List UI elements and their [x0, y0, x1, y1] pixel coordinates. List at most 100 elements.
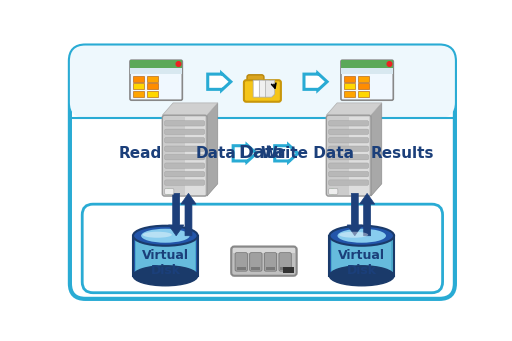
- Bar: [332, 236, 391, 276]
- Polygon shape: [207, 103, 218, 196]
- Polygon shape: [233, 145, 256, 162]
- FancyBboxPatch shape: [329, 121, 369, 126]
- FancyBboxPatch shape: [130, 60, 182, 100]
- Ellipse shape: [329, 226, 394, 246]
- FancyBboxPatch shape: [165, 129, 205, 134]
- Bar: [393, 236, 394, 276]
- Polygon shape: [185, 117, 205, 194]
- Bar: [196, 236, 198, 276]
- Bar: [266, 267, 275, 270]
- Circle shape: [330, 189, 335, 194]
- Bar: [329, 236, 394, 276]
- Bar: [133, 236, 198, 276]
- Bar: [147, 76, 158, 82]
- FancyBboxPatch shape: [82, 204, 442, 293]
- Bar: [329, 236, 394, 276]
- FancyBboxPatch shape: [329, 163, 369, 168]
- Bar: [130, 60, 182, 68]
- Polygon shape: [326, 103, 382, 115]
- FancyBboxPatch shape: [165, 163, 205, 168]
- Ellipse shape: [133, 266, 198, 286]
- Text: Write Data: Write Data: [261, 146, 354, 161]
- Bar: [136, 236, 195, 276]
- Bar: [130, 68, 182, 74]
- Text: Virtual
Disk: Virtual Disk: [338, 250, 385, 278]
- Bar: [133, 83, 144, 89]
- Circle shape: [176, 62, 181, 66]
- Bar: [283, 267, 293, 273]
- Polygon shape: [181, 193, 196, 236]
- FancyBboxPatch shape: [165, 180, 205, 185]
- FancyBboxPatch shape: [235, 253, 247, 271]
- Text: Data: Data: [239, 144, 286, 162]
- Bar: [344, 76, 355, 82]
- FancyBboxPatch shape: [329, 137, 369, 143]
- Text: Data: Data: [196, 146, 237, 161]
- FancyBboxPatch shape: [165, 154, 205, 160]
- FancyBboxPatch shape: [247, 75, 264, 82]
- FancyBboxPatch shape: [70, 46, 455, 118]
- FancyBboxPatch shape: [165, 172, 205, 177]
- Ellipse shape: [339, 232, 368, 238]
- Polygon shape: [347, 193, 362, 236]
- Circle shape: [166, 189, 171, 194]
- Bar: [251, 267, 261, 270]
- Bar: [358, 83, 369, 89]
- Circle shape: [387, 62, 392, 66]
- FancyBboxPatch shape: [329, 154, 369, 160]
- Bar: [358, 91, 369, 97]
- Bar: [329, 236, 331, 276]
- Bar: [147, 91, 158, 97]
- FancyBboxPatch shape: [341, 60, 393, 100]
- Bar: [133, 236, 198, 276]
- Bar: [133, 91, 144, 97]
- FancyBboxPatch shape: [165, 146, 205, 151]
- FancyBboxPatch shape: [329, 146, 369, 151]
- Bar: [344, 91, 355, 97]
- Polygon shape: [275, 145, 298, 162]
- Polygon shape: [359, 193, 375, 236]
- Ellipse shape: [337, 229, 386, 243]
- FancyBboxPatch shape: [264, 253, 276, 271]
- Polygon shape: [168, 193, 184, 236]
- Bar: [233, 248, 295, 253]
- Bar: [133, 236, 135, 276]
- FancyBboxPatch shape: [244, 80, 281, 102]
- FancyBboxPatch shape: [231, 247, 296, 276]
- Bar: [147, 83, 158, 89]
- Bar: [281, 267, 290, 270]
- Polygon shape: [253, 80, 262, 97]
- Bar: [358, 76, 369, 82]
- Polygon shape: [371, 103, 382, 196]
- Bar: [344, 83, 355, 89]
- Polygon shape: [208, 73, 231, 90]
- Ellipse shape: [143, 232, 172, 238]
- FancyBboxPatch shape: [326, 115, 371, 196]
- FancyBboxPatch shape: [70, 46, 455, 299]
- FancyBboxPatch shape: [165, 121, 205, 126]
- FancyBboxPatch shape: [162, 115, 207, 196]
- FancyBboxPatch shape: [329, 129, 369, 134]
- Bar: [133, 76, 144, 82]
- FancyBboxPatch shape: [329, 172, 369, 177]
- FancyBboxPatch shape: [329, 180, 369, 185]
- Ellipse shape: [141, 229, 189, 243]
- Ellipse shape: [133, 226, 198, 246]
- Polygon shape: [266, 80, 275, 97]
- Bar: [341, 68, 393, 74]
- FancyBboxPatch shape: [165, 137, 205, 143]
- Text: Virtual
Disk: Virtual Disk: [142, 250, 189, 278]
- Bar: [341, 60, 393, 68]
- Text: Read: Read: [119, 146, 162, 161]
- Polygon shape: [162, 103, 218, 115]
- FancyBboxPatch shape: [329, 188, 338, 194]
- Bar: [237, 267, 246, 270]
- FancyBboxPatch shape: [250, 253, 262, 271]
- FancyBboxPatch shape: [279, 253, 291, 271]
- Text: Results: Results: [371, 146, 434, 161]
- FancyBboxPatch shape: [165, 188, 174, 194]
- Polygon shape: [259, 80, 269, 97]
- Ellipse shape: [329, 266, 394, 286]
- Polygon shape: [304, 73, 327, 90]
- Polygon shape: [349, 117, 370, 194]
